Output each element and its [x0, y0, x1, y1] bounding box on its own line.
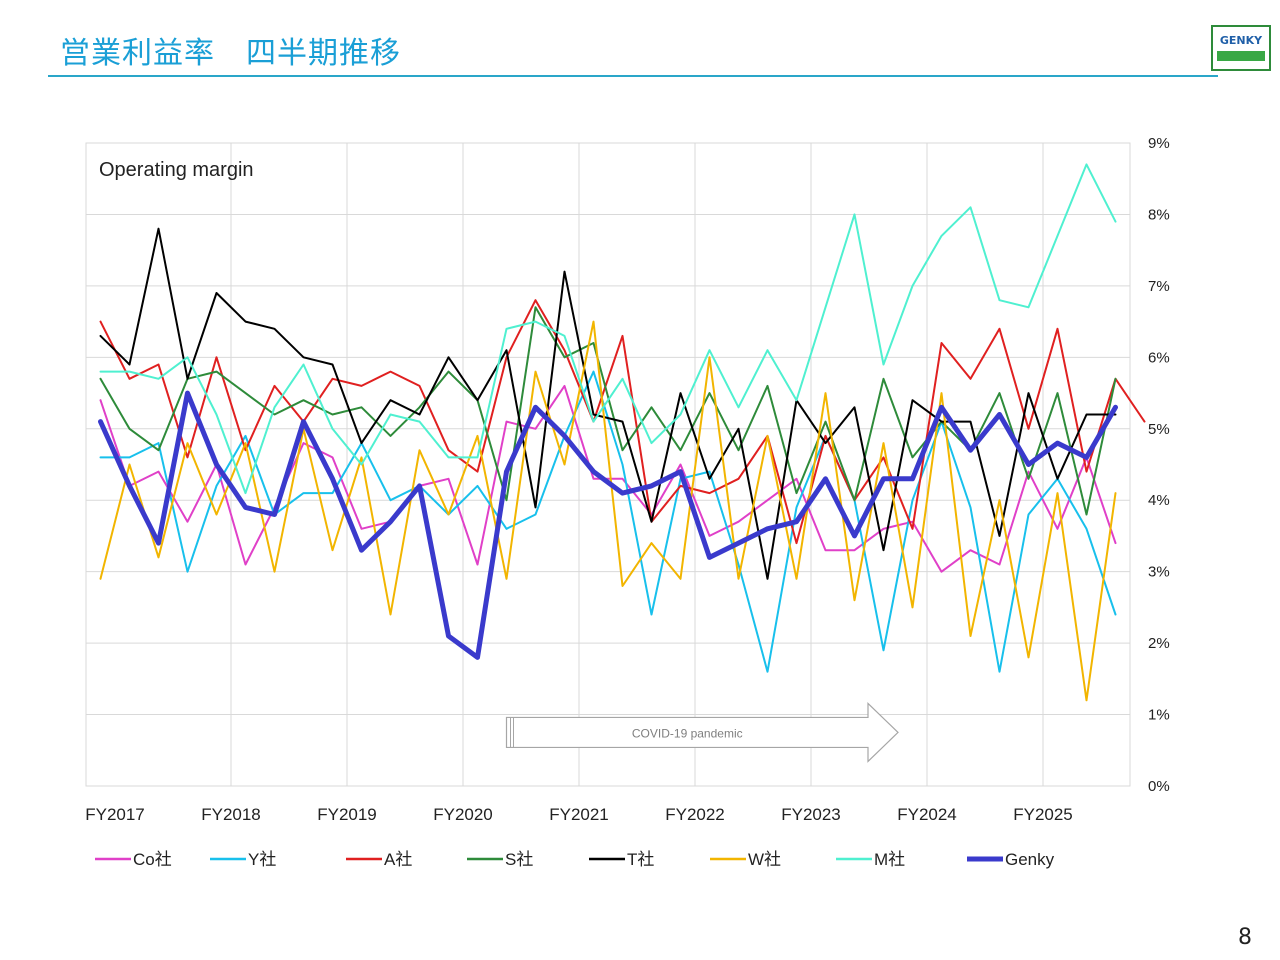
x-tick-label: FY2020 — [433, 805, 493, 824]
legend-label: W社 — [748, 850, 781, 869]
slide-title: 営業利益率 四半期推移 — [60, 36, 401, 71]
y-tick-label: 1% — [1148, 707, 1170, 724]
covid-annotation-arrow — [505, 702, 899, 763]
series-line — [99, 299, 1146, 545]
x-tick-label: FY2018 — [201, 805, 261, 824]
y-tick-label: 0% — [1148, 778, 1170, 795]
series-line — [99, 320, 1117, 702]
y-tick-label: 2% — [1148, 635, 1170, 652]
x-tick-label: FY2019 — [317, 805, 377, 824]
title-divider — [48, 75, 1218, 77]
plot-area — [85, 142, 1131, 787]
series-line — [98, 390, 1118, 660]
legend-label: M社 — [874, 850, 905, 869]
y-tick-label: 6% — [1148, 349, 1170, 366]
legend-label: A社 — [384, 850, 412, 869]
logo-text: GENKY — [1219, 34, 1263, 47]
x-tick-label: FY2025 — [1013, 805, 1073, 824]
y-tick-label: 8% — [1148, 206, 1170, 223]
company-logo: GENKY — [1211, 25, 1271, 71]
chart-title: Operating margin — [99, 159, 254, 181]
x-tick-label: FY2022 — [665, 805, 725, 824]
logo-bar — [1217, 51, 1265, 61]
series-line — [99, 227, 1117, 580]
covid-annotation-label: COVID-19 pandemic — [632, 726, 743, 740]
y-tick-label: 7% — [1148, 278, 1170, 295]
legend-label: Y社 — [248, 850, 276, 869]
series-line — [99, 384, 1117, 573]
series-line — [99, 163, 1117, 495]
y-tick-label: 5% — [1148, 421, 1170, 438]
legend-label: Genky — [1005, 850, 1055, 869]
legend-label: S社 — [505, 850, 533, 869]
x-tick-label: FY2023 — [781, 805, 841, 824]
y-tick-label: 9% — [1148, 135, 1170, 152]
page-number: 8 — [1238, 925, 1252, 950]
y-tick-label: 4% — [1148, 492, 1170, 509]
x-tick-label: FY2017 — [85, 805, 145, 824]
legend-label: T社 — [627, 850, 654, 869]
legend-label: Co社 — [133, 850, 172, 869]
x-tick-label: FY2024 — [897, 805, 957, 824]
y-tick-label: 3% — [1148, 564, 1170, 581]
x-tick-label: FY2021 — [549, 805, 609, 824]
